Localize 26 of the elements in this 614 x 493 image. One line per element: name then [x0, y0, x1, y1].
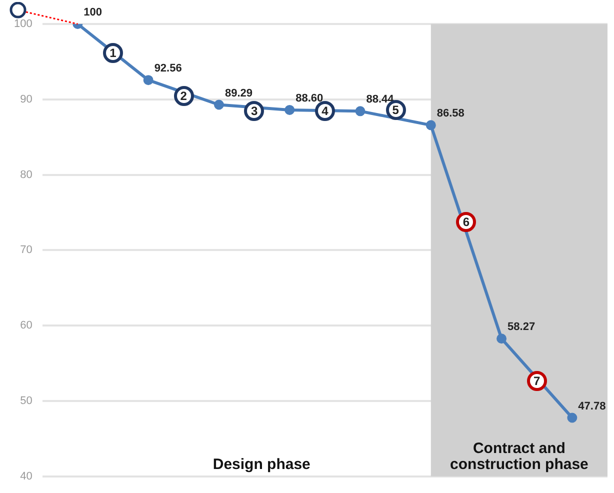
point — [355, 106, 366, 116]
y-tick-label: 50 — [20, 395, 32, 408]
numbered-circle: 4 — [314, 100, 335, 121]
data-label: 47.78 — [578, 400, 606, 412]
y-tick-label: 60 — [20, 320, 32, 332]
numbered-circle: 2 — [174, 86, 194, 106]
numbered-circle: 1 — [102, 42, 123, 63]
point — [143, 75, 154, 86]
data-label: 100 — [84, 6, 102, 19]
point — [496, 334, 507, 344]
y-tick-label: 100 — [14, 18, 32, 30]
y-tick-label: 80 — [20, 168, 32, 181]
data-label: 58.27 — [508, 321, 536, 334]
y-tick-label: 40 — [20, 470, 32, 482]
point — [284, 104, 295, 115]
point — [214, 100, 224, 110]
data-label: 89.29 — [224, 87, 252, 100]
annotation: Contract and construction phase — [450, 440, 588, 474]
point — [567, 412, 578, 423]
numbered-circle: 3 — [244, 100, 264, 121]
y-tick-label: 70 — [20, 244, 32, 256]
point — [426, 120, 436, 130]
y-tick-label: 90 — [20, 93, 32, 106]
data-label: 92.56 — [154, 62, 182, 75]
data-label: 86.58 — [436, 108, 464, 120]
annotation: Design phase — [212, 456, 310, 474]
